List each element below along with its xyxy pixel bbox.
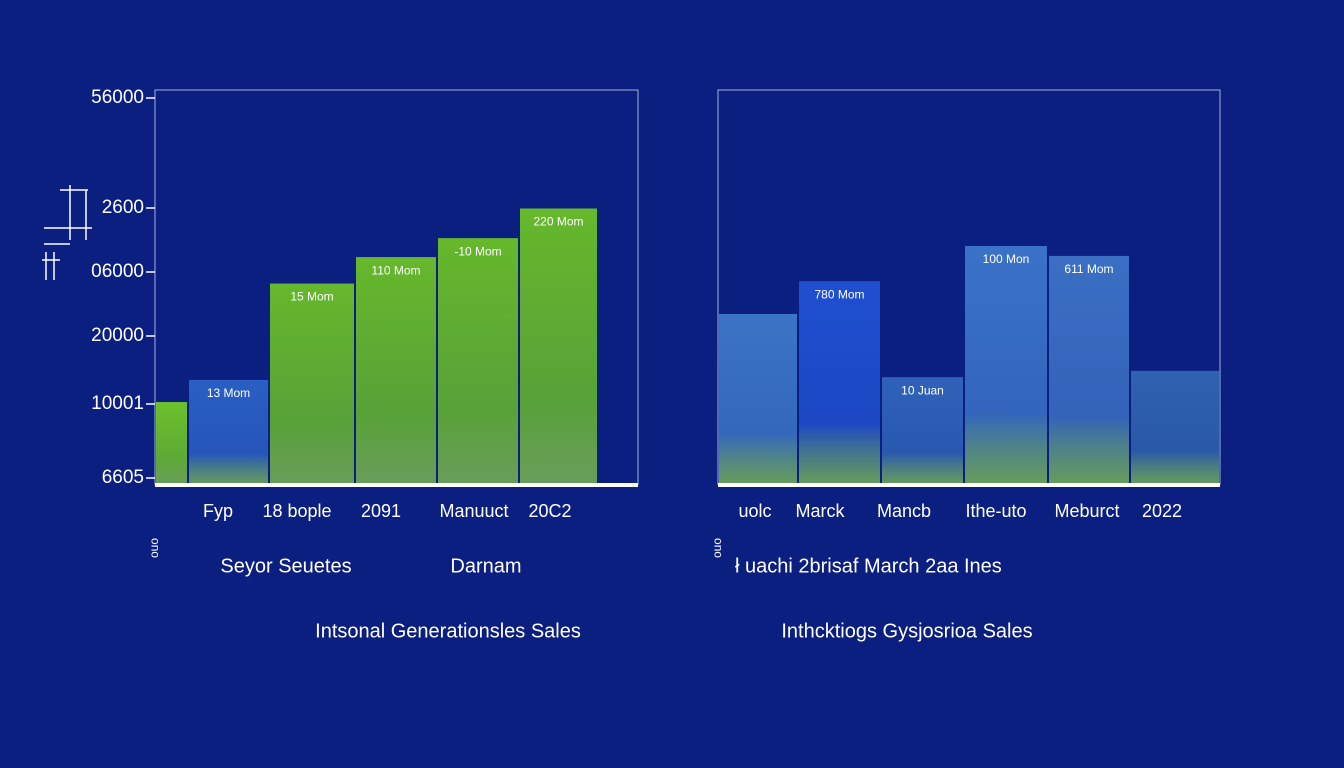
y-tick-label: 06000: [91, 261, 144, 282]
bar: [1131, 370, 1219, 485]
plot-frame: [717, 89, 1221, 485]
x-tick-label: Marck: [796, 501, 846, 521]
x-tick-label: Mancb: [877, 501, 931, 521]
x-tick-label: Ithe-uto: [965, 501, 1026, 521]
bar: [882, 377, 963, 485]
bar: [438, 238, 518, 485]
side-label: ouo: [710, 538, 724, 558]
x-tick-label: Fyp: [203, 501, 233, 521]
x-tick-label: Meburct: [1054, 501, 1119, 521]
y-tick-label: 6605: [102, 467, 144, 488]
bar: [270, 283, 354, 485]
x-tick-label: 18 bople: [262, 501, 331, 521]
side-label: ouo: [147, 538, 161, 558]
bar-label: 15 Mom: [290, 290, 333, 304]
y-tick-label: 10001: [91, 393, 144, 414]
chart-title: Inthcktiogs Gysjosrioa Sales: [781, 620, 1032, 642]
bar-label: 10 Juan: [901, 383, 944, 397]
y-tick-label: 56000: [91, 87, 144, 108]
x-tick-label: 2091: [361, 501, 401, 521]
plot-frame: [154, 89, 639, 485]
axis-icon: [42, 185, 92, 280]
bar: [799, 281, 880, 485]
bar-label: 220 Mom: [533, 215, 583, 229]
x-tick-label: 20C2: [528, 501, 571, 521]
bar-label: -10 Mom: [454, 244, 501, 258]
x-tick-label: 2022: [1142, 501, 1182, 521]
y-tick-label: 2600: [102, 197, 144, 218]
bar: [156, 402, 187, 485]
bar-label: 780 Mom: [814, 287, 864, 301]
bar: [189, 379, 268, 485]
bar-label: 13 Mom: [207, 386, 250, 400]
x-axis-label: ł uachi 2brisaf March 2aa Ines: [735, 555, 1002, 577]
bar: [965, 246, 1047, 485]
bar: [719, 313, 797, 485]
x-axis-label: Darnam: [450, 555, 521, 577]
bar-label: 611 Mom: [1064, 262, 1113, 276]
x-axis-label: Seyor Seuetes: [220, 555, 351, 577]
bar: [520, 208, 597, 485]
bar: [1049, 255, 1129, 485]
bar: [356, 257, 436, 485]
bar-label: 110 Mom: [371, 263, 420, 277]
x-tick-label: uolc: [738, 501, 771, 521]
y-tick-label: 20000: [91, 325, 144, 346]
bar-label: 100 Mon: [983, 252, 1030, 266]
chart-title: Intsonal Generationsles Sales: [315, 620, 581, 642]
x-tick-label: Manuuct: [439, 501, 508, 521]
